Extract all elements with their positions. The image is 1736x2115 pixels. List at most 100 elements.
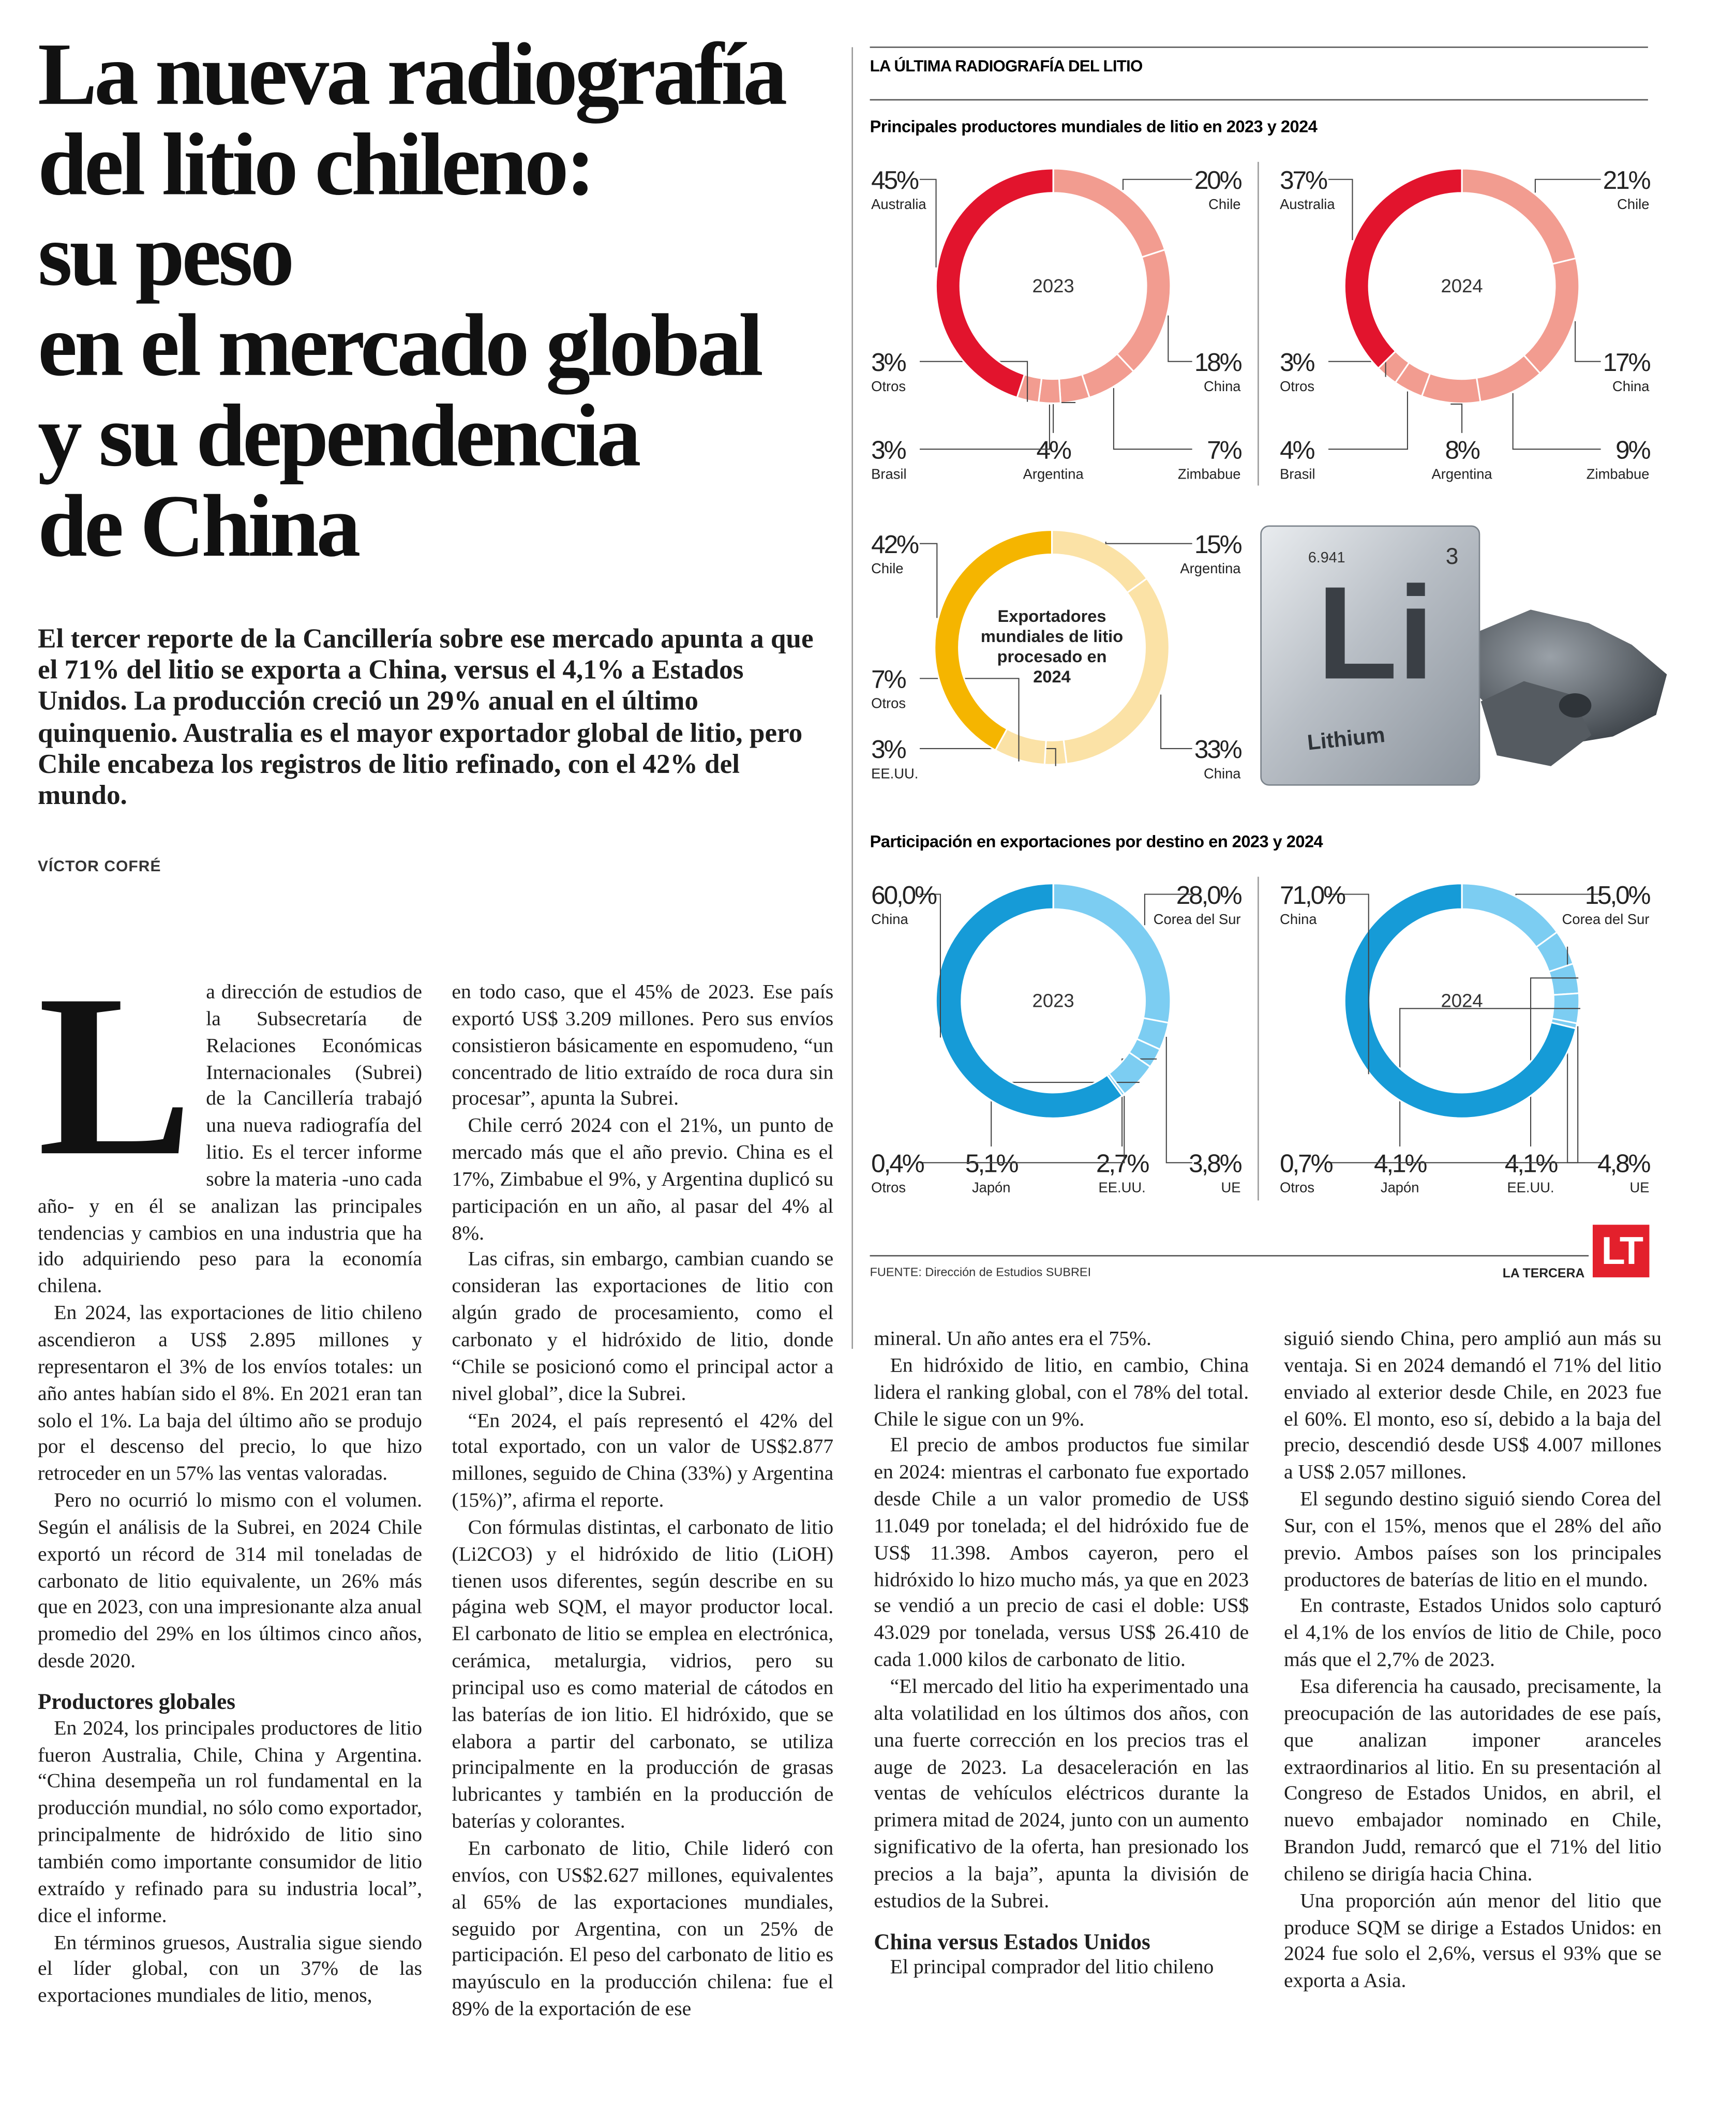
paragraph-text: Con fórmulas distintas, el carbonato de … xyxy=(452,1516,834,1834)
value-label: 15% xyxy=(1194,530,1242,559)
value-label: 3% xyxy=(1280,348,1314,377)
paragraph: en todo caso, que el 45% de 2023. Ese pa… xyxy=(452,979,833,1113)
paragraph-text: “En 2024, el país representó el 42% del … xyxy=(452,1409,834,1512)
category-label: UE xyxy=(1221,1180,1241,1196)
value-label: 3,8% xyxy=(1189,1150,1241,1178)
leader-line xyxy=(1165,1036,1192,1164)
value-label: 3% xyxy=(871,436,906,464)
deck: El tercer reporte de la Cancillería sobr… xyxy=(37,624,814,811)
leader-line xyxy=(1328,391,1409,450)
category-label: Otros xyxy=(871,695,906,711)
chart-title: Exportadores mundiales de litio procesad… xyxy=(980,607,1124,687)
value-label: 5,1% xyxy=(965,1150,1018,1178)
category-label: EE.UU. xyxy=(1507,1180,1554,1196)
leader-line xyxy=(1168,315,1192,362)
donut-segment xyxy=(935,168,1054,399)
value-label: 4% xyxy=(1280,436,1314,464)
element-tile xyxy=(1260,525,1480,786)
logo: LT xyxy=(1602,1229,1643,1273)
category-label: Brasil xyxy=(871,466,906,482)
donut-segment xyxy=(1343,168,1463,370)
value-label: 4% xyxy=(1036,436,1071,464)
category-label: Argentina xyxy=(1023,466,1084,482)
value-label: 4,1% xyxy=(1505,1150,1558,1178)
category-label: Zimbabue xyxy=(1178,466,1241,482)
paragraph-text: En 2024, los principales productores de … xyxy=(37,1717,423,1927)
paragraph: El precio de ambos productos fue similar… xyxy=(874,1433,1249,1674)
donut-segment xyxy=(1051,529,1148,594)
drop-cap: L xyxy=(37,979,193,1205)
paragraph: Esa diferencia ha causado, precisamente,… xyxy=(1284,1674,1662,1888)
category-label: China xyxy=(1612,378,1650,394)
leader-line xyxy=(1512,393,1601,450)
donut-segment xyxy=(935,883,1124,1119)
category-label: Brasil xyxy=(1280,466,1315,482)
value-label: 2,7% xyxy=(1096,1150,1149,1178)
chart-title: 2024 xyxy=(1441,275,1483,296)
category-label: Argentina xyxy=(1180,560,1241,576)
subheading: Productores globales xyxy=(37,1688,235,1715)
headline-line: en el mercado global xyxy=(37,296,764,395)
paragraph: siguió siendo China, pero amplió aun más… xyxy=(1284,1326,1662,1486)
leader-line xyxy=(1515,893,1601,896)
headline-line: y su dependencia xyxy=(37,387,641,486)
value-label: 3% xyxy=(871,348,906,377)
value-label: 21% xyxy=(1603,166,1651,195)
paragraph: El segundo destino siguió siendo Corea d… xyxy=(1284,1486,1662,1593)
donut-segment xyxy=(1461,883,1559,948)
leader-line xyxy=(1328,1026,1579,1164)
donut-segment xyxy=(1522,257,1580,375)
donut-segment xyxy=(1475,354,1542,403)
value-label: 20% xyxy=(1194,166,1242,195)
value-label: 7% xyxy=(1207,436,1241,464)
headline: La nueva radiografía del litio chileno: … xyxy=(38,29,847,572)
value-label: 60,0% xyxy=(871,881,937,910)
paragraph: En hidróxido de litio, en cambio, China … xyxy=(874,1353,1249,1433)
value-label: 17% xyxy=(1603,348,1651,377)
value-label: 42% xyxy=(871,530,919,559)
leader-line xyxy=(920,178,937,267)
source: FUENTE: Dirección de Estudios SUBREI xyxy=(870,1265,1091,1278)
leader-line xyxy=(1450,404,1463,433)
leader-line xyxy=(1113,388,1192,450)
category-label: Otros xyxy=(871,1180,906,1196)
category-label: EE.UU. xyxy=(1098,1180,1145,1196)
category-label: China xyxy=(1204,378,1241,394)
article-column: siguió siendo China, pero amplió aun más… xyxy=(1284,1326,1662,2052)
paragraph: mineral. Un año antes era el 75%. xyxy=(874,1326,1249,1353)
atomic-number: 3 xyxy=(1446,544,1459,569)
category-label: Australia xyxy=(871,196,926,212)
leader-line xyxy=(920,543,938,618)
leader-line xyxy=(1122,178,1192,190)
value-label: 45% xyxy=(871,166,919,195)
leader-line xyxy=(920,893,941,1038)
paragraph: En carbonato de litio, Chile lideró con … xyxy=(452,1836,833,2023)
chart-subtitle: Principales productores mundiales de lit… xyxy=(870,117,1318,136)
paragraph-text: El segundo destino siguió siendo Corea d… xyxy=(1283,1487,1662,1591)
chart-title-box: Exportadores mundiales de litio procesad… xyxy=(980,607,1124,687)
chart-title: 2024 xyxy=(1441,990,1483,1011)
article-column: mineral. Un año antes era el 75%. En hidr… xyxy=(874,1326,1249,2052)
category-label: Otros xyxy=(1280,1180,1314,1196)
category-label: EE.UU. xyxy=(871,765,918,781)
category-label: China xyxy=(1280,911,1317,927)
paragraph-text: Chile cerró 2024 con el 21%, un punto de… xyxy=(452,1114,834,1245)
leader-line xyxy=(1105,541,1192,544)
paragraph: “En 2024, el país representó el 42% del … xyxy=(452,1408,833,1515)
value-label: 3% xyxy=(871,735,906,764)
value-label: 8% xyxy=(1445,436,1479,464)
paragraph-text: siguió siendo China, pero amplió aun más… xyxy=(1283,1327,1662,1484)
value-label: 28,0% xyxy=(1176,881,1242,910)
value-label: 0,7% xyxy=(1280,1150,1333,1178)
lithium-illustration: 6.941 3 Li Lithium xyxy=(1260,525,1667,786)
paragraph-text: En hidróxido de litio, en cambio, China … xyxy=(874,1354,1249,1431)
logo-box xyxy=(1592,1225,1650,1277)
section-title: LA ÚLTIMA RADIOGRAFÍA DEL LITIO xyxy=(870,56,1143,75)
element-symbol: Li xyxy=(1317,559,1434,707)
leader-line xyxy=(1328,893,1369,1075)
category-label: Chile xyxy=(1208,196,1240,212)
leader-line xyxy=(1121,1058,1157,1147)
paragraph-text: Pero no ocurrió lo mismo con el volumen.… xyxy=(37,1489,423,1673)
paragraph-text: En carbonato de litio, Chile lideró con … xyxy=(452,1837,834,2021)
